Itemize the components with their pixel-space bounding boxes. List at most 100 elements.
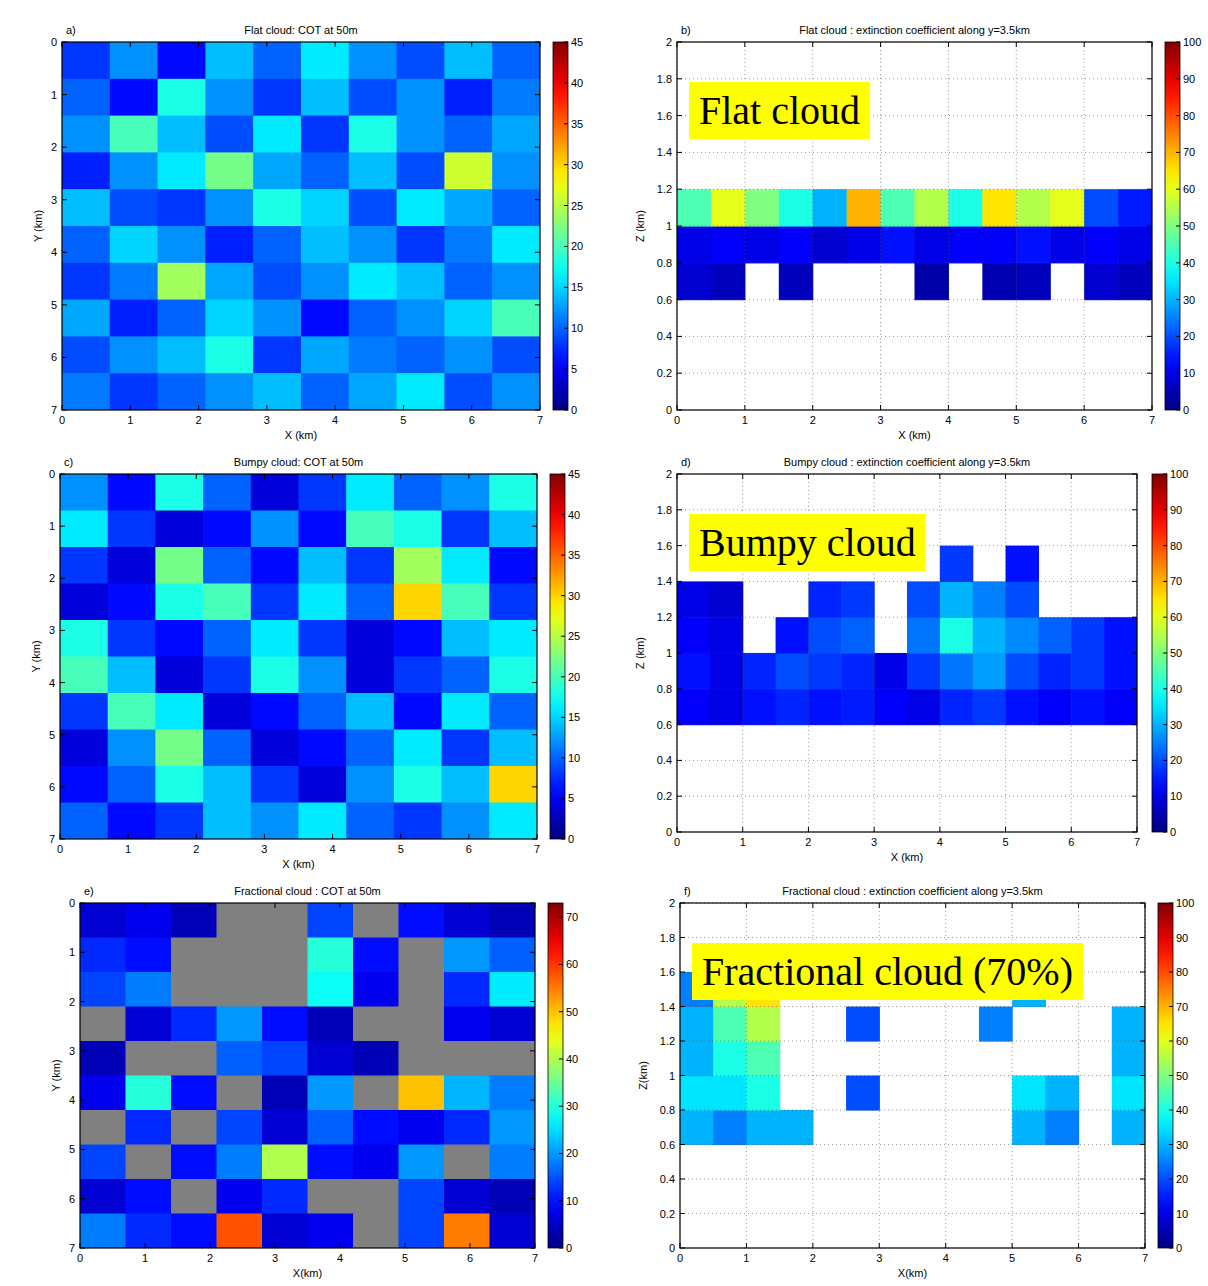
colorbar-tick-label: 90 <box>1183 73 1195 85</box>
cell <box>489 693 537 730</box>
tick-label: 4 <box>51 246 57 258</box>
cell <box>205 300 253 337</box>
cell <box>1084 226 1119 263</box>
tick-label: 1.6 <box>660 966 675 978</box>
plot-bg <box>677 42 1152 410</box>
cell <box>442 803 490 840</box>
tick <box>1145 903 1146 908</box>
tick-label: 4 <box>49 677 55 689</box>
cell <box>349 152 397 189</box>
cell <box>492 226 540 263</box>
tick <box>1132 653 1137 654</box>
cell <box>158 152 206 189</box>
tick-label: 0 <box>674 414 680 426</box>
tick <box>1132 581 1137 582</box>
tick <box>939 474 940 479</box>
cell <box>444 263 492 300</box>
cell <box>1071 653 1104 689</box>
colorbar-tick-label: 5 <box>568 792 574 804</box>
cell <box>299 584 347 621</box>
y-axis-title: Z (km) <box>634 210 646 242</box>
colorbar-tick-label: 80 <box>1176 966 1188 978</box>
cell <box>203 511 251 548</box>
tick <box>680 1248 685 1249</box>
cell <box>299 511 347 548</box>
cell <box>253 189 301 226</box>
colorbar-tick <box>1163 653 1167 654</box>
tick-label: 3 <box>871 836 877 848</box>
cell <box>1006 689 1039 725</box>
cell <box>251 620 299 657</box>
cell <box>1112 1076 1145 1111</box>
cell <box>492 152 540 189</box>
y-axis-title: Y (km) <box>30 640 42 672</box>
panel-letter: a) <box>66 24 76 36</box>
tick-label: 0.2 <box>660 1208 675 1220</box>
cell <box>110 300 158 337</box>
tick <box>80 903 81 908</box>
cell <box>982 189 1017 226</box>
cell <box>399 1145 445 1180</box>
tick <box>535 42 540 43</box>
cell <box>251 584 299 621</box>
cell <box>353 1110 399 1145</box>
cell <box>158 373 206 410</box>
cell <box>779 226 814 263</box>
cell <box>779 263 814 300</box>
tick <box>530 903 535 904</box>
cell <box>394 511 442 548</box>
tick <box>537 834 538 839</box>
cell <box>251 511 299 548</box>
cell <box>399 1110 445 1145</box>
cell <box>776 617 809 653</box>
plot-frame <box>60 474 537 839</box>
x-axis-title: X(km) <box>293 1267 322 1279</box>
cell <box>158 263 206 300</box>
colorbar-tick-label: 50 <box>1183 220 1195 232</box>
cell <box>1118 189 1152 226</box>
cell <box>301 42 349 79</box>
figure: 0123456701234567X (km)Y (km)Flat cloud: … <box>0 0 1208 1286</box>
tick <box>60 734 65 735</box>
cell <box>346 803 394 840</box>
colorbar-tick-label: 30 <box>566 1100 578 1112</box>
grid-line <box>680 1213 1145 1214</box>
colorbar-tick <box>1163 545 1167 546</box>
tick-label: 0.8 <box>660 1104 675 1116</box>
cell <box>489 766 537 803</box>
tick <box>196 474 197 479</box>
cell <box>874 689 907 725</box>
grid-line <box>680 1179 1145 1180</box>
tick <box>677 509 682 510</box>
cell <box>155 547 203 584</box>
cell <box>907 689 940 725</box>
cell <box>299 803 347 840</box>
cell <box>262 1179 308 1214</box>
cell <box>444 938 490 973</box>
cell <box>349 79 397 116</box>
colorbar <box>550 474 565 839</box>
annotation: Flat cloud <box>689 82 870 139</box>
cell <box>1071 689 1104 725</box>
cell <box>62 336 110 373</box>
cell <box>346 474 394 511</box>
cell <box>301 152 349 189</box>
tick <box>1140 1179 1145 1180</box>
tick <box>540 42 541 47</box>
tick <box>264 474 265 479</box>
tick <box>535 94 540 95</box>
cell <box>203 803 251 840</box>
panel-title: Flat cloud : extinction coefficient alon… <box>799 24 1030 36</box>
colorbar-tick <box>561 636 565 637</box>
cell <box>108 766 156 803</box>
colorbar-tick-label: 60 <box>1176 1035 1188 1047</box>
cell <box>444 1110 490 1145</box>
tick <box>275 903 276 908</box>
tick <box>130 405 131 410</box>
tick-label: 1 <box>69 946 75 958</box>
cell <box>301 116 349 153</box>
tick-label: 2 <box>666 36 672 48</box>
tick <box>1132 474 1137 475</box>
tick <box>266 405 267 410</box>
cell <box>979 1007 1013 1042</box>
